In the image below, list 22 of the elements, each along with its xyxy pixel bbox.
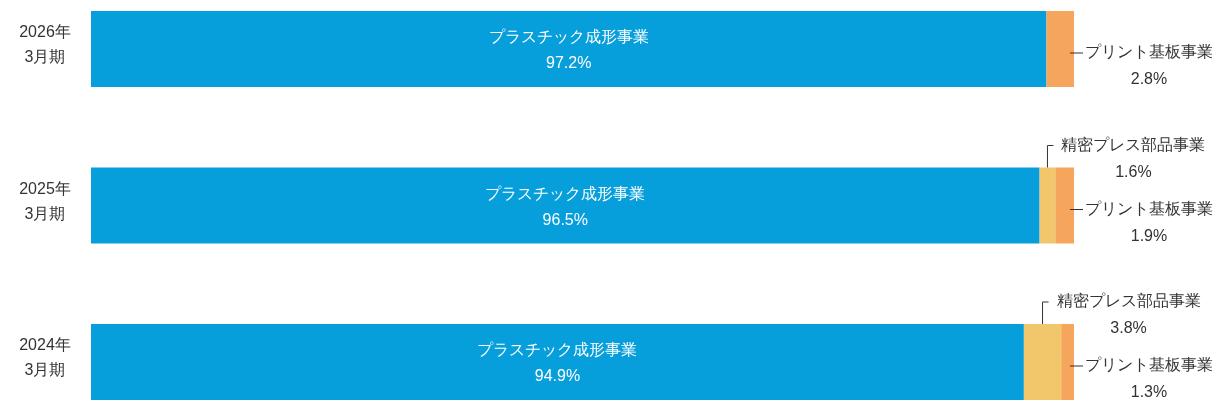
series-label: プリント基板事業 <box>1085 356 1213 374</box>
category-label: 2026年 <box>19 23 71 41</box>
series-label: プリント基板事業 <box>1085 199 1213 217</box>
category-label: 2025年 <box>19 179 71 197</box>
category-label: 3月期 <box>24 204 66 222</box>
value-label: 1.6% <box>1115 162 1152 180</box>
series-label: 精密プレス部品事業 <box>1061 135 1206 153</box>
series-label: プラスチック成形事業 <box>477 341 638 359</box>
value-label: 94.9% <box>534 367 581 385</box>
series-label: プラスチック成形事業 <box>485 184 646 202</box>
value-label: 2.8% <box>1130 70 1168 88</box>
category-label: 2024年 <box>19 336 71 354</box>
series-label: プラスチック成形事業 <box>488 28 649 46</box>
value-label: 3.8% <box>1110 319 1147 337</box>
value-label: 1.9% <box>1130 226 1168 244</box>
value-label: 1.3% <box>1130 383 1168 401</box>
value-label: 96.5% <box>542 210 588 228</box>
value-label: 97.2% <box>546 54 592 72</box>
category-label: 3月期 <box>24 48 66 66</box>
series-label: プリント基板事業 <box>1085 43 1213 61</box>
category-label: 3月期 <box>24 361 66 379</box>
series-label: 精密プレス部品事業 <box>1056 292 1201 310</box>
